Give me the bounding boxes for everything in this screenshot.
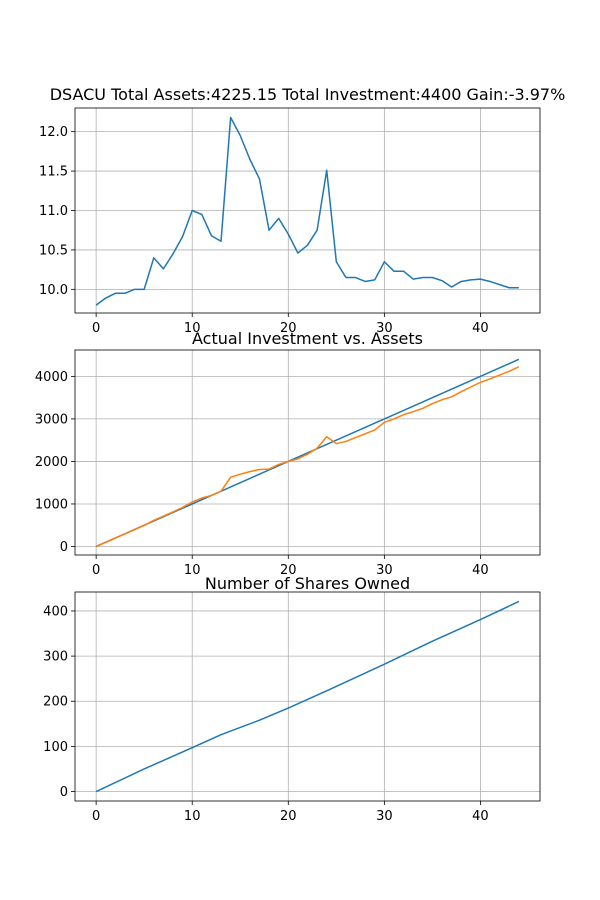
x-tick-label: 10: [184, 321, 201, 336]
x-tick-label: 10: [184, 809, 201, 824]
y-tick-label: 12.0: [39, 125, 68, 140]
x-tick-label: 30: [376, 321, 393, 336]
chart-title: Number of Shares Owned: [205, 574, 410, 593]
series-line-1: [95, 116, 519, 306]
x-tick-label: 30: [376, 809, 393, 824]
chart-title: DSACU Total Assets:4225.15 Total Investm…: [50, 85, 566, 104]
y-tick-label: 400: [43, 604, 68, 619]
y-tick-label: 11.0: [39, 204, 68, 219]
x-tick-label: 40: [472, 321, 489, 336]
chart-title: Actual Investment vs. Assets: [192, 329, 423, 348]
x-tick-label: 40: [472, 563, 489, 578]
y-tick-label: 10.0: [39, 283, 68, 298]
x-tick-label: 20: [280, 809, 297, 824]
axes-frame: [74, 591, 541, 802]
y-tick-label: 3000: [35, 412, 68, 427]
investment-vs-assets-chart: 0 10 20 30 40 0 1000 2000 3000 4000 Actual Investm…: [35, 329, 541, 578]
y-tick-label: 200: [43, 695, 68, 710]
y-tick-label: 0: [60, 785, 68, 800]
x-tick-label: 30: [376, 563, 393, 578]
x-tick-label: 20: [280, 563, 297, 578]
assets-per-share-chart: 0 10 20 30 40 10.0 10.5 11.0 11.5 12.0 DSACU Total…: [39, 85, 565, 336]
y-tick-label: 2000: [35, 455, 68, 470]
x-tick-label: 0: [92, 563, 100, 578]
y-tick-label: 300: [43, 650, 68, 665]
series-line-1: [95, 600, 520, 793]
series-line-2: [95, 366, 520, 548]
y-tick-label: 4000: [35, 370, 68, 385]
y-tick-label: 10.5: [39, 243, 68, 258]
y-tick-label: 100: [43, 740, 68, 755]
x-tick-label: 0: [92, 321, 100, 336]
y-tick-label: 1000: [35, 497, 68, 512]
y-tick-label: 11.5: [39, 165, 68, 180]
x-tick-label: 0: [92, 809, 100, 824]
x-tick-label: 40: [472, 809, 489, 824]
x-tick-label: 20: [280, 321, 297, 336]
x-tick-label: 10: [184, 563, 201, 578]
y-tick-label: 0: [60, 540, 68, 555]
axes-frame: [74, 349, 541, 556]
